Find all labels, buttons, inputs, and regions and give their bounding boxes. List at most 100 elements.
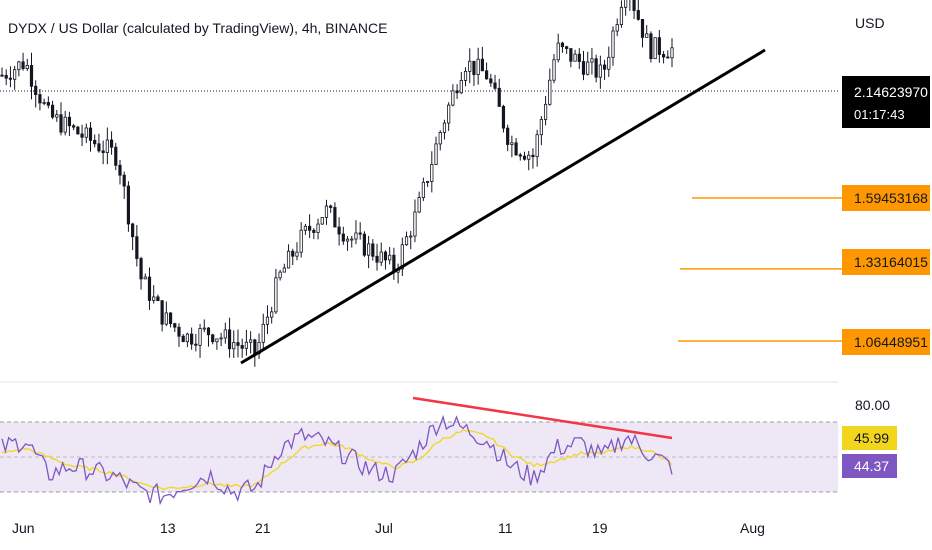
candle-body [236, 342, 240, 346]
candle-body [38, 94, 42, 104]
candle-body [139, 258, 143, 280]
x-tick-label: 21 [255, 520, 271, 536]
candle-body [227, 329, 232, 350]
candle-body [185, 333, 190, 343]
rsi-value-label-box [842, 454, 897, 478]
candle-body [362, 233, 366, 256]
candle-body [379, 251, 383, 263]
candle-body [468, 60, 472, 72]
rsi-ma-label: 45.99 [854, 430, 889, 446]
candle-body [168, 312, 173, 325]
x-tick-label: Jun [12, 520, 35, 536]
candle-body [164, 312, 168, 325]
candle-body [206, 327, 211, 336]
candle-body [299, 229, 303, 253]
candle-body [480, 58, 484, 72]
candle-body [404, 236, 409, 246]
candle-body [666, 56, 670, 59]
candle-body [21, 61, 25, 69]
candle-body [143, 276, 147, 280]
candle-body [388, 254, 392, 261]
candle-body [632, 0, 636, 11]
candle-body [577, 53, 581, 62]
candle-body [489, 78, 493, 84]
candle-body [190, 333, 194, 345]
candle-body [409, 235, 413, 238]
candle-body [211, 334, 215, 343]
level-label-box [842, 249, 930, 275]
currency-label: USD [855, 15, 885, 31]
candle-body [320, 217, 324, 225]
x-axis: Jun 13 21 Jul 11 19 Aug [12, 520, 765, 536]
candle-body [101, 150, 105, 154]
candle-body [295, 251, 299, 257]
candle-body [8, 77, 13, 80]
candle-body [421, 181, 425, 198]
candle-body [4, 74, 8, 79]
candle-body [114, 146, 118, 166]
candle-body [50, 104, 55, 118]
candle-body [371, 243, 375, 257]
candle-body [345, 238, 350, 242]
candle-body [152, 296, 156, 301]
candle-body [316, 223, 320, 233]
candle-body [261, 323, 265, 343]
candle-body [442, 122, 447, 133]
candle-body [539, 119, 543, 136]
trendline [240, 48, 766, 365]
candle-body [501, 106, 506, 129]
candle-body [67, 116, 72, 127]
candle-body [459, 80, 463, 94]
candle-body [219, 337, 223, 340]
candle-body [337, 226, 341, 235]
rsi-ma-label-box [842, 426, 897, 450]
candle-body [341, 233, 345, 242]
candle-body [476, 58, 480, 75]
candle-body [438, 132, 442, 145]
candle-body [156, 296, 160, 302]
candle-body [565, 46, 569, 49]
candle-body [72, 125, 76, 128]
level-label: 1.33164015 [854, 254, 928, 270]
candle-body [223, 329, 227, 339]
candle-body [135, 236, 139, 259]
candle-body [131, 223, 135, 238]
candle-body [586, 61, 590, 75]
candle-body [447, 104, 451, 124]
rsi-value-label: 44.37 [854, 458, 889, 474]
candle-body [556, 42, 560, 61]
rsi-ma-line [1, 429, 673, 491]
candle-body [84, 127, 88, 138]
candle-body [527, 154, 531, 160]
candle-body [46, 101, 50, 106]
candle-body [653, 37, 657, 60]
rsi-upper-band-label: 80.00 [855, 397, 890, 413]
candle-body [510, 142, 514, 145]
candle-body [624, 0, 628, 8]
level-label-box [842, 185, 930, 211]
candle-body [657, 37, 661, 55]
current-price-countdown: 01:17:43 [854, 107, 905, 122]
candle-body [76, 126, 80, 135]
x-tick-label: 11 [498, 520, 513, 536]
candle-body [97, 143, 101, 152]
candle-body [417, 197, 421, 213]
candle-body [286, 250, 291, 269]
candle-body [291, 250, 295, 257]
candle-body [506, 127, 510, 145]
candle-body [177, 326, 181, 337]
candle-body [413, 211, 417, 237]
candle-body [253, 339, 257, 355]
level-label: 1.59453168 [854, 190, 928, 206]
candle-body [80, 133, 84, 138]
candle-body [484, 70, 489, 80]
candle-body [34, 85, 38, 95]
level-label-box [842, 329, 930, 355]
x-tick-label: 13 [160, 520, 176, 536]
candle-body [198, 328, 202, 346]
candle-body [55, 114, 59, 118]
candle-body [308, 225, 312, 231]
candle-body [194, 343, 198, 346]
candle-body [109, 139, 114, 148]
